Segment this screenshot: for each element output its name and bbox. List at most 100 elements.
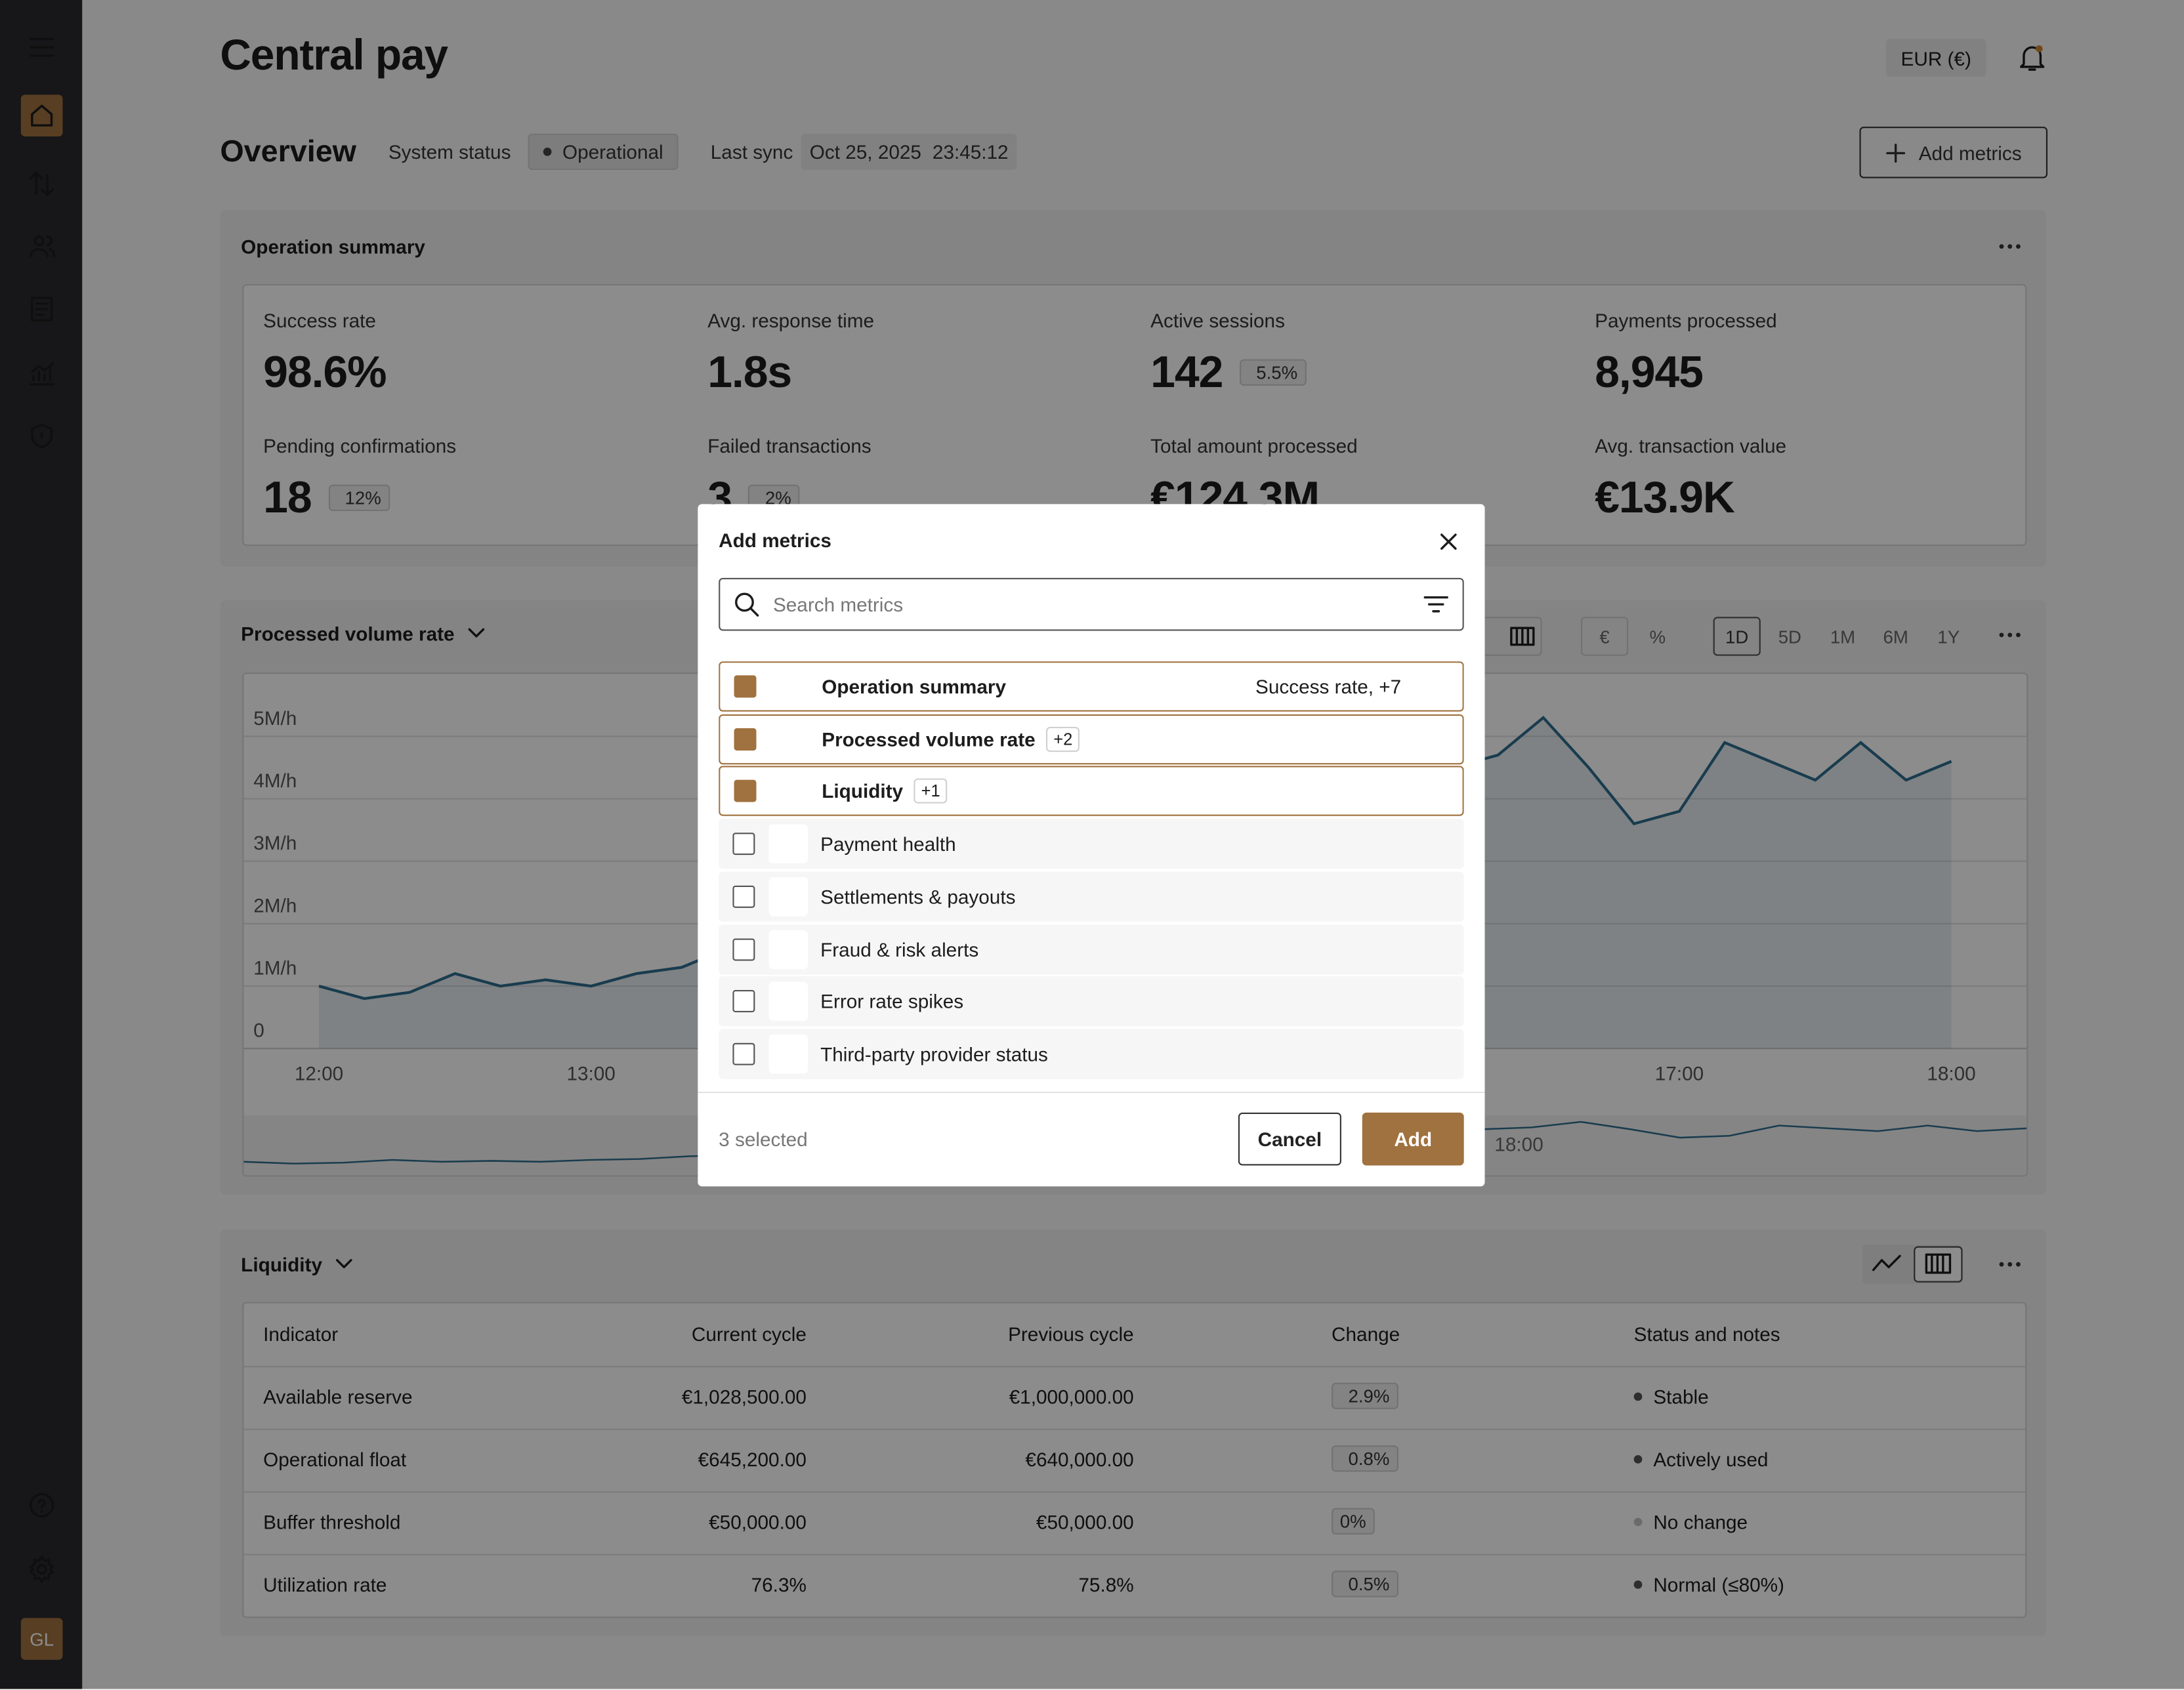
selected-count: 3 selected [719,1128,808,1151]
chart-title: Processed volume rate [241,622,455,645]
metric-value: 142 5.5% [1150,346,1306,398]
metric-label: Avg. response time [707,309,874,331]
change-badge: 0% [1332,1508,1375,1535]
cancel-button[interactable]: Cancel [1238,1112,1341,1166]
unit-option[interactable]: % [1649,626,1666,647]
row-divider [243,1554,2026,1556]
checkbox[interactable] [732,990,755,1013]
view-toggle[interactable] [1862,1245,1963,1284]
currency-button[interactable]: EUR (€) [1885,39,1986,77]
checkbox[interactable] [732,1042,755,1065]
search-input[interactable]: Search metrics [719,577,1464,631]
volume-header[interactable]: Processed volume rate [241,623,485,645]
checkbox[interactable] [734,780,757,803]
row-divider [243,1366,2026,1368]
metric-option[interactable]: Operation summary Success rate, +7 [719,661,1464,712]
metric-label-text: Success rate [263,309,376,332]
metric-value: 1.8s [707,346,792,398]
overview-title: Overview [220,133,357,169]
row-divider [243,1428,2026,1430]
metric-value: 8,945 [1595,346,1704,398]
range-option[interactable]: 5D [1778,626,1801,647]
nav-security[interactable] [28,422,55,449]
change-badge: 12% [328,484,390,511]
modal-title: Add metrics [719,529,831,552]
liquidity-header[interactable]: Liquidity [241,1253,353,1276]
option-summary: Success rate, +7 [1255,675,1402,698]
metric-label: Total amount processed [1150,434,1372,457]
nav-settings[interactable] [28,1556,55,1583]
checkbox[interactable] [734,675,757,698]
metric-label-text: Failed transactions [707,434,872,457]
metric-label: Active sessions [1150,309,1285,331]
checkbox[interactable] [734,728,757,751]
range-option[interactable]: 1Y [1937,626,1960,647]
status-text: Normal (≤80%) [1653,1573,1784,1596]
metric-option[interactable]: Processed volume rate +2 [719,714,1464,764]
nav-users[interactable] [28,232,56,260]
range-option[interactable]: 6M [1883,626,1908,647]
status-dot [1633,1580,1643,1589]
metric-value-text: 1.8s [707,346,792,397]
nav-home[interactable] [20,94,63,137]
checkbox[interactable] [732,938,755,960]
table-cell: 75.8% [1078,1573,1134,1596]
metric-label-text: Payments processed [1595,309,1777,332]
more-menu[interactable] [1998,625,2023,645]
more-menu[interactable] [1998,237,2023,257]
unit-toggle: €% [1580,617,1681,656]
liquidity-title: Liquidity [241,1253,322,1276]
avatar[interactable]: GL [20,1618,63,1660]
menu-icon[interactable] [28,33,55,61]
more-menu[interactable] [1998,1254,2023,1274]
y-tick-label: 4M/h [253,770,297,792]
metric-option[interactable]: Payment health [719,819,1464,869]
metric-option[interactable]: Error rate spikes [719,976,1464,1027]
option-icon [768,824,808,864]
metric-label: Success rate [263,309,376,331]
option-icon [768,876,808,917]
table-cell: Operational float [263,1448,407,1471]
metric-label: Payments processed [1595,309,1776,331]
close-button[interactable] [1438,532,1458,552]
metric-option[interactable]: Fraud & risk alerts [719,924,1464,974]
metric-value-text: 8,945 [1595,346,1704,397]
nav-transfers[interactable] [28,170,55,197]
search-placeholder: Search metrics [772,593,904,616]
table-cell: €1,028,500.00 [681,1385,807,1408]
metric-option[interactable]: Settlements & payouts [719,871,1464,922]
y-tick-label: 0 [253,1020,264,1042]
checkbox[interactable] [732,833,755,855]
status-dot [1633,1454,1643,1464]
option-icon [770,772,810,812]
range-option[interactable]: 1D [1713,617,1761,656]
option-icon [768,929,808,969]
add-metrics-button[interactable]: Add metrics [1859,127,2048,178]
range-option[interactable]: 1M [1830,626,1856,647]
metric-option[interactable]: Liquidity +1 [719,766,1464,817]
option-label: Settlements & payouts [820,885,1016,908]
x-tick-label: 18:00 [1927,1063,1975,1084]
table-cell: €640,000.00 [1025,1448,1134,1471]
option-badge: +2 [1046,726,1080,752]
filter-button[interactable] [1423,594,1448,614]
metric-option[interactable]: Third-party provider status [719,1029,1464,1079]
status-dot [1633,1392,1643,1401]
nav-reports[interactable] [28,295,55,323]
option-icon [770,667,810,707]
notifications[interactable] [2017,43,2048,74]
sync-pill: Oct 25, 2025 23:45:12 [801,133,1017,170]
column-header: Indicator [263,1323,339,1346]
option-label: Processed volume rate [822,728,1036,751]
status-text: Stable [1653,1385,1709,1408]
checkbox[interactable] [732,885,755,908]
nav-analytics[interactable] [28,360,55,387]
add-button[interactable]: Add [1362,1112,1464,1166]
metric-label-text: Avg. response time [707,309,875,332]
table-cell: Utilization rate [263,1573,387,1596]
nav-help[interactable] [28,1491,55,1519]
row-divider [243,1491,2026,1493]
overview-bar: Overview System status Operational Last … [220,131,1017,173]
change-text: 5.5% [1256,361,1298,383]
unit-option[interactable]: € [1580,617,1629,656]
